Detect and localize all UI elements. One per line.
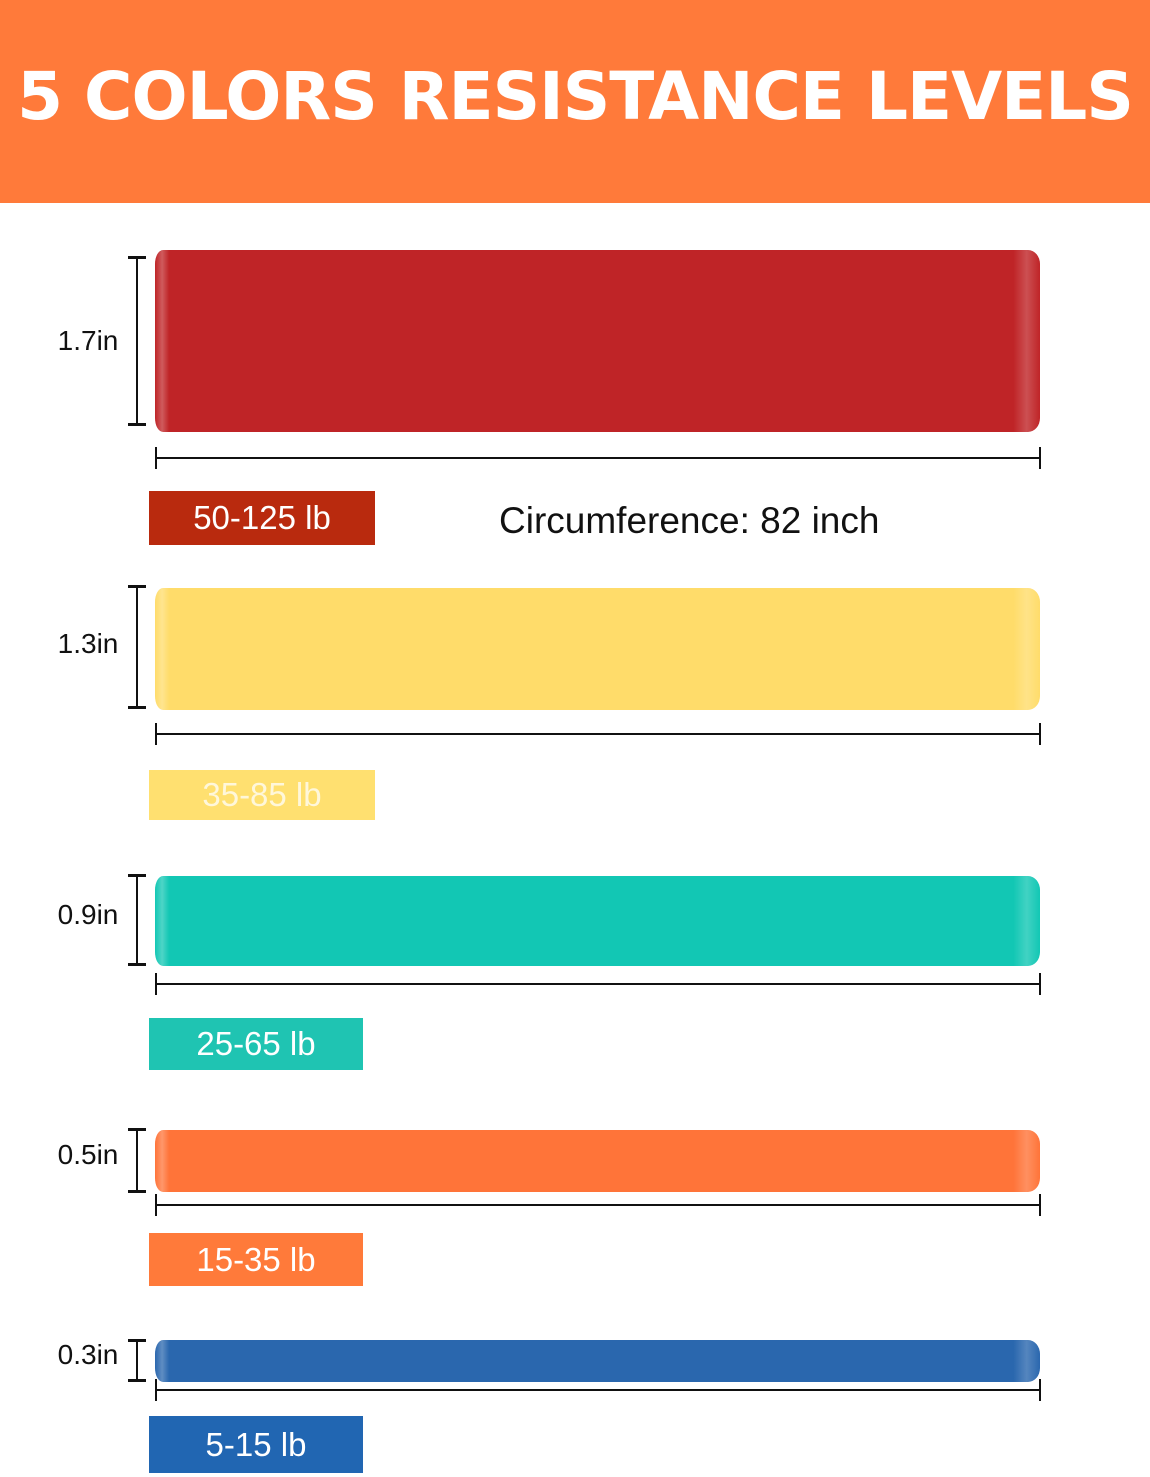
resistance-band-3: [155, 1130, 1040, 1192]
width-dimension-line: [128, 585, 146, 709]
length-dimension-line: [155, 973, 1041, 995]
length-dimension-line: [155, 723, 1041, 745]
length-dimension-line: [155, 1194, 1041, 1216]
resistance-badge: 25-65 lb: [149, 1018, 363, 1070]
length-dimension-line: [155, 447, 1041, 469]
length-dimension-line: [155, 1379, 1041, 1401]
width-label: 0.3in: [57, 1339, 119, 1370]
width-label: 1.7in: [57, 325, 119, 356]
width-label: 0.5in: [57, 1139, 119, 1170]
resistance-badge: 5-15 lb: [149, 1416, 363, 1473]
width-label: 1.3in: [57, 628, 119, 659]
page-title: 5 COLORS RESISTANCE LEVELS: [17, 58, 1134, 135]
width-dimension-line: [128, 1128, 146, 1193]
width-dimension-line: [128, 874, 146, 966]
resistance-badge: 50-125 lb: [149, 491, 375, 545]
width-dimension-line: [128, 1339, 146, 1382]
resistance-band-0: [155, 250, 1040, 432]
circumference-label: Circumference: 82 inch: [499, 500, 880, 541]
header-banner: 5 COLORS RESISTANCE LEVELS: [0, 0, 1150, 203]
resistance-badge: 15-35 lb: [149, 1233, 363, 1286]
resistance-badge: 35-85 lb: [149, 770, 375, 820]
resistance-band-2: [155, 876, 1040, 966]
resistance-band-1: [155, 588, 1040, 710]
resistance-band-4: [155, 1340, 1040, 1382]
width-dimension-line: [128, 256, 146, 426]
width-label: 0.9in: [57, 899, 119, 930]
